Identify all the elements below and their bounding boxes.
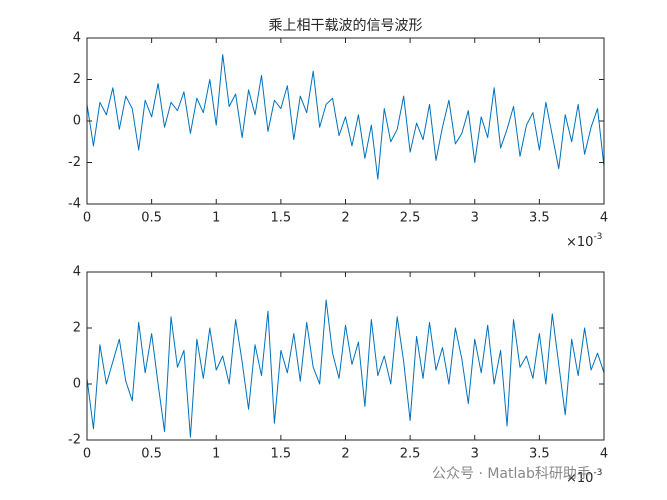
x-scale-base: ×10 [566, 235, 593, 250]
x-tick-label: 1.5 [271, 211, 292, 226]
y-tick-label: -2 [68, 155, 81, 170]
signal-line [86, 54, 605, 180]
x-tick-label: 0 [83, 211, 91, 226]
signal-line [86, 299, 605, 438]
axes-background [87, 38, 604, 204]
x-tick-label: 3 [471, 447, 479, 462]
x-tick-label: 1.5 [271, 447, 292, 462]
y-tick-label: 4 [73, 31, 81, 46]
x-tick-label: 2.5 [400, 211, 421, 226]
y-tick-label: 2 [73, 321, 81, 336]
x-scale-exponent: -3 [593, 232, 602, 242]
x-tick-label: 1 [212, 447, 220, 462]
y-tick-label: 0 [73, 377, 81, 392]
x-tick-label: 0 [83, 447, 91, 462]
x-tick-label: 0.5 [141, 447, 162, 462]
x-tick-label: 3.5 [529, 211, 550, 226]
x-scale-base: ×10 [566, 471, 593, 486]
x-tick-label: 1 [212, 211, 220, 226]
x-tick-label: 4 [600, 447, 608, 462]
axes-background [87, 272, 604, 440]
watermark: 公众号 · Matlab科研助手 [432, 466, 591, 482]
x-tick-label: 2.5 [400, 447, 421, 462]
x-tick-label: 2 [341, 447, 349, 462]
x-tick-label: 3.5 [529, 447, 550, 462]
y-tick-label: 0 [73, 114, 81, 129]
x-scale-label: ×10-3 [566, 468, 602, 486]
x-tick-label: 2 [341, 211, 349, 226]
y-tick-label: 2 [73, 72, 81, 87]
x-tick-label: 3 [471, 211, 479, 226]
x-tick-label: 4 [600, 211, 608, 226]
y-tick-label: 4 [73, 265, 81, 280]
chart-title: 乘上相干载波的信号波形 [269, 18, 423, 34]
x-scale-exponent: -3 [593, 468, 602, 478]
x-scale-label: ×10-3 [566, 232, 602, 250]
x-tick-label: 0.5 [141, 211, 162, 226]
y-tick-label: -2 [68, 433, 81, 448]
y-tick-label: -4 [68, 197, 81, 212]
